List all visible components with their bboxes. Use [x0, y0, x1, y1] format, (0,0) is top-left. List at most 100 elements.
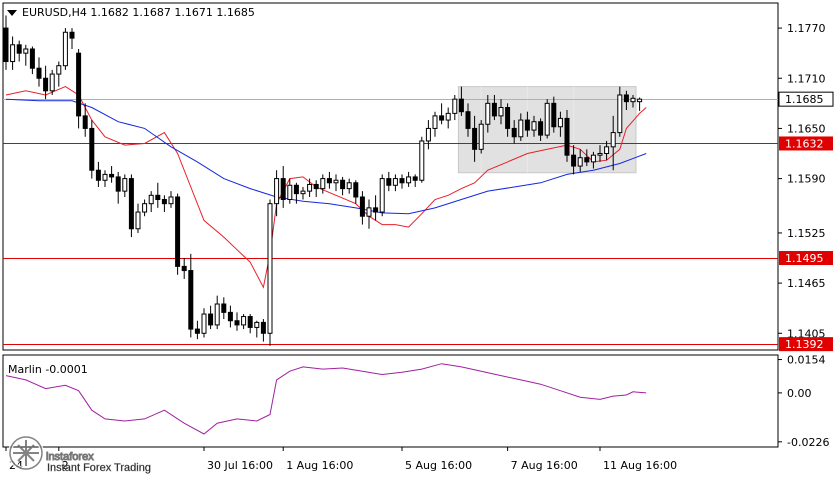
- candle: [29, 46, 35, 75]
- ma-fast-line: [5, 86, 647, 289]
- candle: [478, 120, 484, 154]
- candle: [617, 86, 623, 137]
- level-label: 1.1632: [785, 137, 824, 150]
- candle-body-bear: [43, 77, 49, 92]
- candle-body-bull: [122, 178, 128, 192]
- indicator-tick-label: 0.00: [787, 387, 812, 400]
- candle-body-bear: [128, 178, 134, 230]
- price-tick-label: 1.1650: [787, 122, 826, 135]
- candle: [432, 111, 438, 137]
- candle-body-bear: [82, 115, 88, 129]
- candle: [168, 191, 174, 208]
- candle-body-bull: [142, 203, 148, 213]
- candle: [425, 120, 431, 150]
- candle-body-bear: [439, 115, 445, 121]
- candle-body-bear: [221, 303, 227, 313]
- candle-body-bull: [478, 123, 484, 150]
- candle: [43, 65, 49, 100]
- level-label: 1.1495: [785, 252, 824, 265]
- current-price-label: 1.1685: [785, 93, 824, 106]
- candle: [234, 312, 240, 331]
- candle: [122, 174, 128, 197]
- candle-body-bear: [260, 321, 266, 334]
- level-labels: 1.1632 1.1495 1.1392 1.1685: [778, 91, 834, 352]
- candle-body-bear: [571, 154, 577, 167]
- candle: [531, 115, 537, 137]
- candle-body-bull: [406, 176, 412, 184]
- candle: [498, 99, 504, 125]
- candle-body-bull: [597, 153, 603, 156]
- candle: [82, 103, 88, 137]
- candle: [445, 107, 451, 129]
- candle: [399, 174, 405, 189]
- time-tick-label: 5 Aug 16:00: [405, 459, 472, 472]
- candle-body-bull: [557, 117, 563, 128]
- level-label-box: [779, 337, 833, 352]
- candle: [551, 96, 557, 133]
- candle: [491, 94, 497, 121]
- candle-body-bear: [524, 119, 530, 131]
- candle-body-bear: [69, 31, 75, 39]
- candle-body-bear: [399, 178, 405, 184]
- candle-body-bear: [247, 316, 253, 328]
- triangle-down-icon[interactable]: [7, 10, 17, 16]
- candle: [267, 199, 273, 346]
- candle-body-bear: [373, 207, 379, 213]
- candle-body-bull: [392, 178, 398, 186]
- candle: [505, 103, 511, 137]
- candle-body-bull: [637, 98, 643, 103]
- candle: [201, 308, 207, 338]
- candle-body-bull: [49, 73, 55, 92]
- candle: [373, 195, 379, 221]
- watermark-brand: instaforex: [46, 451, 94, 463]
- candle: [142, 199, 148, 217]
- candle: [406, 171, 412, 187]
- candle-body-bear: [412, 176, 418, 181]
- candle-body-bear: [313, 183, 319, 190]
- candle: [458, 86, 464, 116]
- candle-body-bear: [16, 44, 22, 54]
- candle-body-bear: [161, 198, 167, 205]
- time-axis: 24 2 30 Jul 16:00 1 Aug 16:00 5 Aug 16:00 7 A…: [5, 447, 677, 472]
- candle: [280, 166, 286, 208]
- candle: [287, 178, 293, 204]
- candle-body-bear: [76, 52, 82, 117]
- candle-body-bull: [254, 321, 260, 328]
- candle: [320, 174, 326, 194]
- candle-body-bear: [359, 196, 365, 217]
- candle-body-bear: [109, 173, 115, 178]
- candle-body-bull: [135, 211, 141, 230]
- candle: [161, 195, 167, 213]
- candle: [175, 193, 181, 275]
- candle: [557, 111, 563, 137]
- candle: [128, 174, 134, 238]
- candle-body-bear: [89, 127, 95, 171]
- candle: [95, 161, 101, 187]
- candle-body-bear: [3, 27, 9, 63]
- candle: [214, 295, 220, 330]
- price-tick-label: 1.1590: [787, 173, 826, 186]
- candle: [300, 186, 306, 200]
- candle-body-bull: [168, 196, 174, 205]
- candle-body-bear: [194, 328, 200, 334]
- indicator-tick-label: 0.0154: [787, 354, 826, 367]
- candle: [392, 174, 398, 192]
- candle: [412, 174, 418, 187]
- candle: [241, 314, 247, 330]
- price-tick-label: 1.1405: [787, 327, 826, 340]
- candle-body-bull: [498, 107, 504, 117]
- candle-body-bull: [241, 316, 247, 326]
- candles: [3, 15, 643, 346]
- watermark: instaforex Instant Forex Trading: [8, 435, 151, 474]
- current-price-box: [778, 91, 834, 107]
- candle-body-bull: [56, 65, 62, 75]
- candle: [135, 203, 141, 233]
- candle-body-bull: [320, 178, 326, 190]
- price-axis: 1.1770 1.1710 1.1650 1.1590 1.1525 1.1465 1.14…: [778, 22, 826, 340]
- candle: [379, 174, 385, 217]
- candle-body-bull: [610, 132, 616, 148]
- candle-body-bull: [630, 97, 636, 103]
- candle: [56, 61, 62, 87]
- candle: [181, 258, 187, 279]
